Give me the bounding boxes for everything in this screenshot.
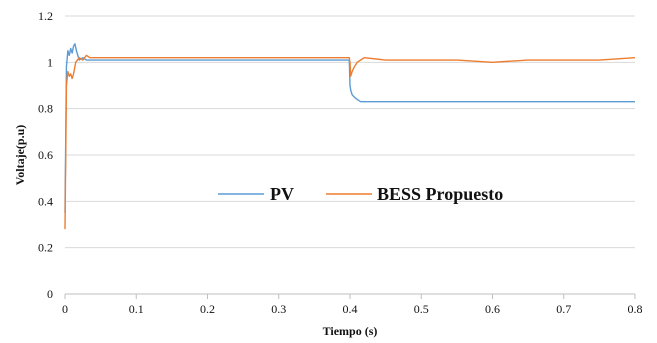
x-tick-label: 0.5 <box>414 302 429 316</box>
x-tick-label: 0.2 <box>200 302 215 316</box>
tick-labels: 0 0.2 0.4 0.6 0.8 1 1.2 0 0.1 0.2 0.3 0.4 0.5 0.6 0.7 0… <box>38 9 643 316</box>
x-tick-label: 0.6 <box>485 302 500 316</box>
y-tick-label: 0.4 <box>38 194 53 208</box>
y-tick-label: 0.8 <box>38 102 53 116</box>
y-axis-title: Voltaje(p.u) <box>13 125 27 186</box>
x-tick-label: 0.3 <box>271 302 286 316</box>
y-tick-label: 0.6 <box>38 148 53 162</box>
legend-label-pv: PV <box>270 184 294 204</box>
legend-label-bess: BESS Propuesto <box>377 184 503 204</box>
x-tick-label: 0.1 <box>129 302 144 316</box>
y-tick-label: 1.2 <box>38 9 53 23</box>
x-tick-label: 0 <box>62 302 68 316</box>
series-line-bess-propuesto <box>64 54 636 230</box>
x-axis-title: Tiempo (s) <box>323 324 378 338</box>
y-tick-label: 0.2 <box>38 241 53 255</box>
x-tick-label: 0.8 <box>628 302 643 316</box>
x-tick-label: 0.7 <box>556 302 571 316</box>
x-tick-label: 0.4 <box>343 302 358 316</box>
axes <box>64 293 636 299</box>
legend: PV BESS Propuesto <box>218 184 503 204</box>
y-tick-label: 0 <box>47 287 53 301</box>
series-lines <box>64 43 636 230</box>
y-tick-label: 1 <box>47 55 53 69</box>
series-line-pv <box>64 43 635 213</box>
